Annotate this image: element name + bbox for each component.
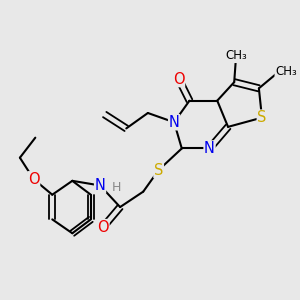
Text: S: S — [257, 110, 267, 125]
Text: N: N — [94, 178, 106, 193]
Text: CH₃: CH₃ — [226, 50, 247, 62]
Text: O: O — [28, 172, 40, 187]
Text: O: O — [173, 72, 184, 87]
Text: N: N — [204, 141, 215, 156]
Text: H: H — [111, 181, 121, 194]
Text: S: S — [154, 163, 163, 178]
Text: O: O — [97, 220, 109, 235]
Text: CH₃: CH₃ — [275, 65, 297, 78]
Text: N: N — [169, 115, 179, 130]
